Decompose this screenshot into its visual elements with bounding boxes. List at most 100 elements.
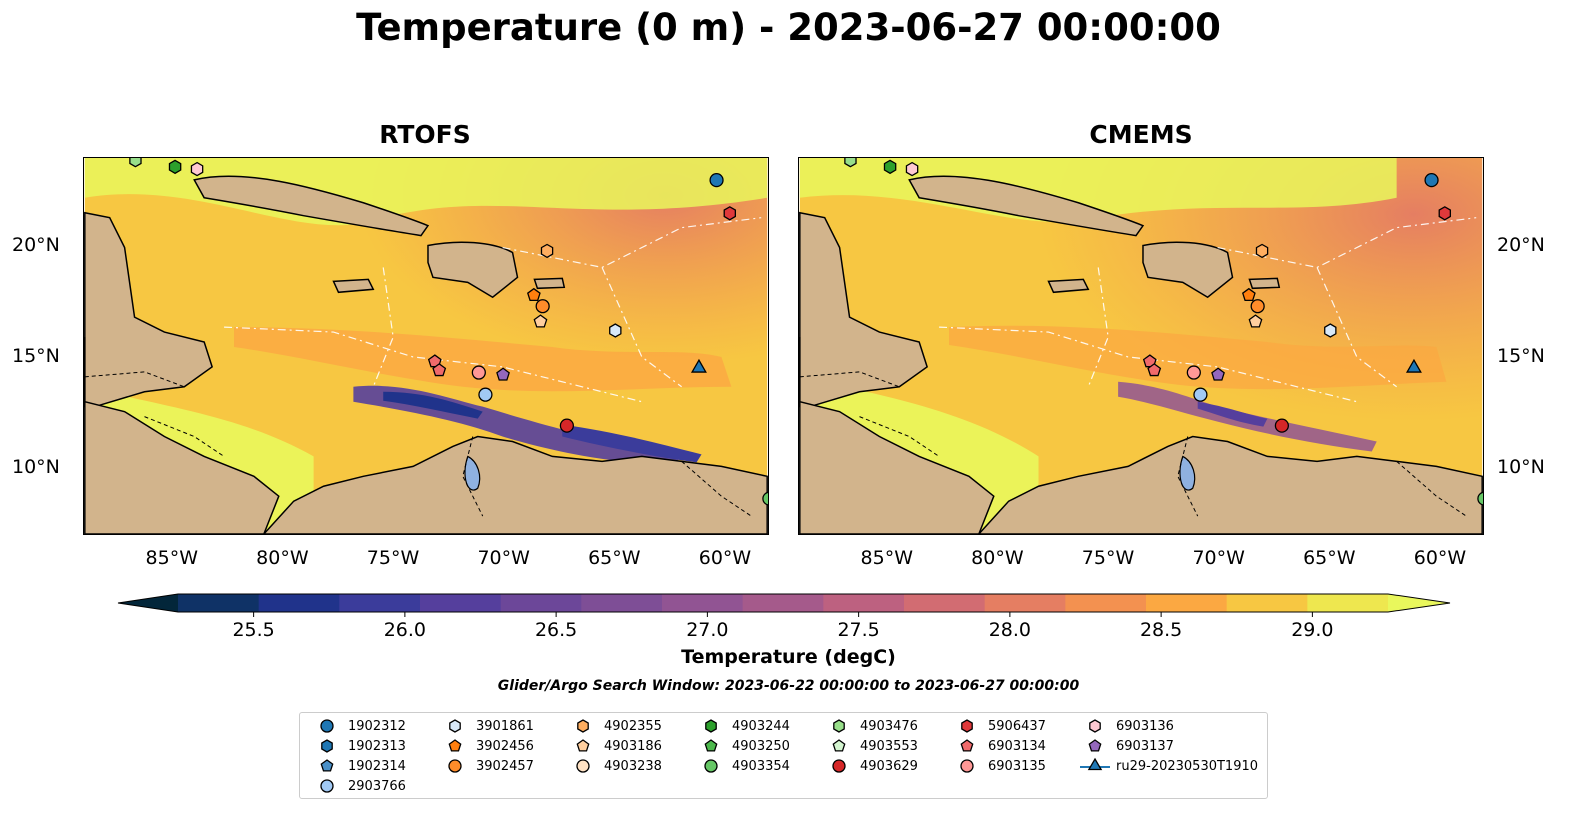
legend-item: 3902457 bbox=[440, 757, 534, 775]
map-panel-cmems bbox=[798, 157, 1484, 535]
cold-core bbox=[383, 391, 483, 419]
platform-marker-ru29-20230530T1910 bbox=[690, 358, 707, 373]
lat-tick-label: 15°N bbox=[1497, 345, 1545, 368]
legend-item: 6903136 bbox=[1080, 717, 1174, 735]
hexagon-marker-icon bbox=[321, 739, 333, 753]
colorbar-segment bbox=[178, 594, 260, 612]
colorbar-extend-high bbox=[1388, 594, 1450, 612]
legend-item: 5906437 bbox=[952, 717, 1046, 735]
legend-label: 1902312 bbox=[348, 718, 406, 734]
platform-marker-4903244 bbox=[168, 159, 182, 175]
colorbar-outline bbox=[117, 593, 1451, 613]
warm-north-band bbox=[84, 158, 768, 226]
platform-marker-6903136 bbox=[905, 161, 919, 177]
platform-markers-rtofs bbox=[129, 158, 768, 506]
circle-marker-icon bbox=[448, 759, 462, 773]
circle-marker-icon bbox=[320, 719, 334, 733]
land-south-america bbox=[262, 435, 768, 534]
platform-marker-6903134b bbox=[1147, 363, 1162, 377]
platform-marker-4903354 bbox=[1477, 491, 1483, 506]
legend-item: 4903476 bbox=[824, 717, 918, 735]
pentagon-marker-icon bbox=[832, 739, 846, 752]
circle-marker-icon bbox=[320, 779, 334, 793]
colorbar-segment bbox=[581, 594, 663, 612]
legend-item: 4902355 bbox=[568, 717, 662, 735]
colorbar-segment bbox=[1065, 594, 1147, 612]
colorbar-segment bbox=[1307, 594, 1389, 612]
colorbar-segment bbox=[500, 594, 582, 612]
land-layer bbox=[84, 175, 768, 534]
land-cuba bbox=[193, 175, 430, 237]
legend-item: 1902312 bbox=[312, 717, 406, 735]
legend: 1902312 1902313 1902314 2903766 3901861 39024… bbox=[299, 712, 1268, 799]
platform-marker-ru29-20230530T1910 bbox=[1405, 358, 1422, 373]
platform-marker-6903135 bbox=[1186, 365, 1201, 380]
hexagon-marker-icon bbox=[833, 719, 845, 733]
legend-item: ru29-20230530T1910 bbox=[1080, 757, 1258, 775]
platform-marker-4903476 bbox=[129, 158, 142, 168]
cold-core bbox=[1197, 401, 1268, 427]
legend-item: 6903134 bbox=[952, 737, 1046, 755]
legend-label: 4903186 bbox=[604, 738, 662, 754]
legend-label: 4903629 bbox=[860, 758, 918, 774]
colorbar-segment bbox=[742, 594, 824, 612]
legend-item: 1902314 bbox=[312, 757, 406, 775]
lon-tick-label: 85°W bbox=[145, 547, 198, 569]
pentagon-marker-icon bbox=[448, 739, 462, 752]
platform-marker-4903354 bbox=[762, 491, 768, 506]
land-jamaica bbox=[1047, 278, 1090, 294]
platform-marker-3902457 bbox=[1250, 299, 1265, 314]
legend-label: 2903766 bbox=[348, 778, 406, 794]
platform-marker-3902456 bbox=[527, 287, 541, 301]
lake-maracaibo bbox=[464, 455, 481, 491]
legend-label: ru29-20230530T1910 bbox=[1116, 758, 1259, 774]
colorbar-segment bbox=[904, 594, 986, 612]
legend-item: 4903354 bbox=[696, 757, 790, 775]
search-window-note: Glider/Argo Search Window: 2023-06-22 00… bbox=[497, 678, 1080, 694]
colorbar-tick-label: 29.0 bbox=[1291, 619, 1333, 641]
hexagon-marker-icon bbox=[961, 719, 973, 733]
warm-north-band bbox=[799, 158, 1397, 223]
land-puerto-rico bbox=[533, 277, 566, 290]
border-lines bbox=[799, 371, 1467, 517]
legend-label: 4903476 bbox=[860, 718, 918, 734]
panel-title-rtofs: RTOFS bbox=[379, 120, 471, 149]
legend-label: 4903250 bbox=[732, 738, 790, 754]
hexagon-marker-icon bbox=[449, 719, 461, 733]
legend-item: 6903135 bbox=[952, 757, 1046, 775]
triangle-marker-icon bbox=[1080, 757, 1110, 771]
colorbar-segment bbox=[339, 594, 421, 612]
legend-label: 4903238 bbox=[604, 758, 662, 774]
figure-title: Temperature (0 m) - 2023-06-27 00:00:00 bbox=[356, 6, 1221, 49]
platform-marker-6903134b bbox=[432, 363, 447, 377]
platform-marker-1902312 bbox=[1424, 173, 1439, 188]
platform-marker-3901861 bbox=[609, 323, 622, 338]
lat-tick-label: 20°N bbox=[12, 233, 60, 256]
land-south-america bbox=[977, 435, 1483, 534]
orange-mid-band bbox=[234, 327, 732, 392]
legend-item: 4903629 bbox=[824, 757, 918, 775]
colorbar-segment bbox=[1226, 594, 1308, 612]
legend-label: 3902457 bbox=[476, 758, 534, 774]
platform-marker-1902312 bbox=[709, 173, 724, 188]
platform-marker-4903244 bbox=[883, 159, 897, 175]
land-layer bbox=[799, 175, 1483, 534]
platform-marker-4903629 bbox=[559, 418, 574, 433]
eez-lines bbox=[224, 217, 762, 403]
platform-marker-4903476 bbox=[844, 158, 857, 168]
legend-label: 4903354 bbox=[732, 758, 790, 774]
eez-lines bbox=[939, 217, 1477, 403]
colorbar-extend-low bbox=[118, 594, 178, 612]
circle-marker-icon bbox=[704, 759, 718, 773]
platform-marker-5906437 bbox=[723, 206, 737, 221]
legend-label: 5906437 bbox=[988, 718, 1046, 734]
hexagon-marker-icon bbox=[577, 719, 589, 733]
colorbar-segment bbox=[258, 594, 340, 612]
border-lines bbox=[84, 371, 752, 517]
platform-marker-2903766 bbox=[1193, 387, 1208, 402]
legend-item: 4903250 bbox=[696, 737, 790, 755]
land-hispaniola bbox=[1142, 241, 1234, 299]
circle-marker-icon bbox=[576, 759, 590, 773]
land-cuba bbox=[908, 175, 1145, 237]
legend-label: 6903137 bbox=[1116, 738, 1174, 754]
